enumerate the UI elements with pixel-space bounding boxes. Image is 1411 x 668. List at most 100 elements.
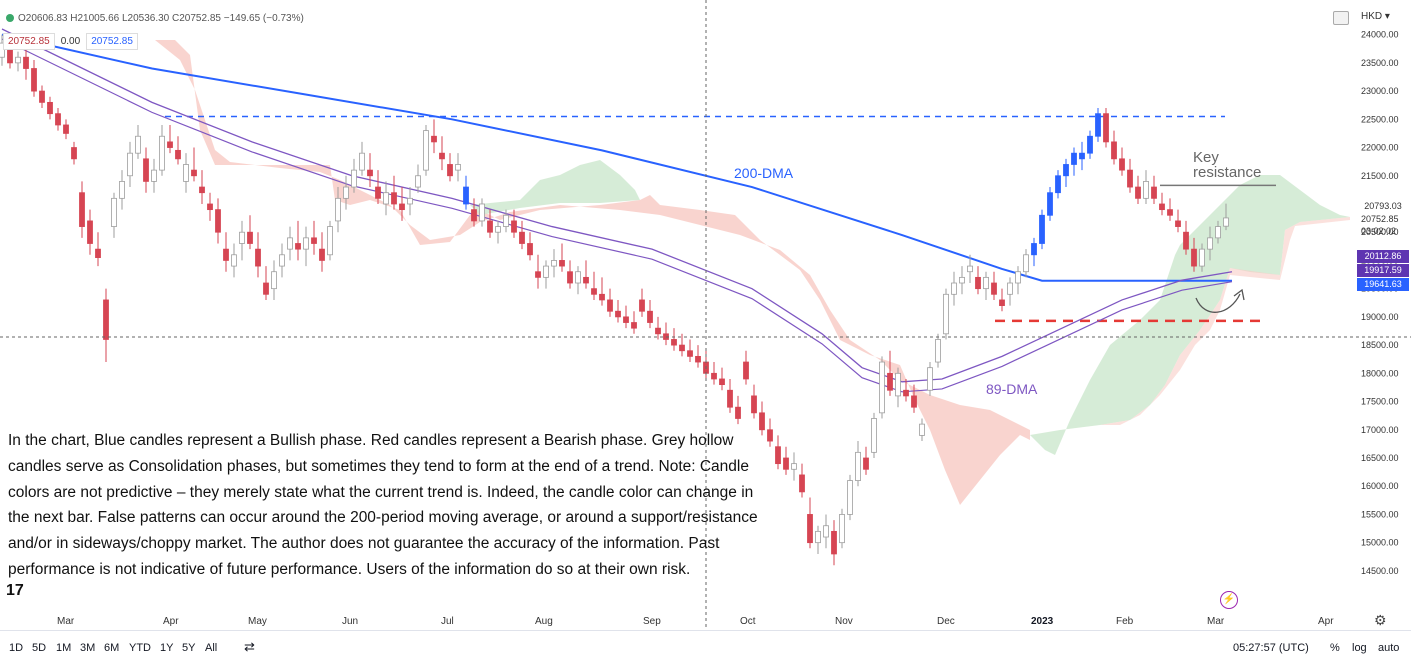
tf-ytd[interactable]: YTD <box>129 642 151 654</box>
candle-body <box>263 282 269 295</box>
candle-body <box>1087 135 1093 154</box>
price-chart[interactable]: 24000.00 23500.00 23000.00 22500.00 22000.00… <box>0 0 1411 630</box>
tf-5d[interactable]: 5D <box>32 642 47 654</box>
log-toggle[interactable]: log <box>1352 642 1367 654</box>
candle-body <box>151 169 157 182</box>
candle-body <box>583 276 589 284</box>
currency-select[interactable]: HKD ▾ <box>1361 11 1390 22</box>
candle-body <box>951 282 957 295</box>
candle-body <box>231 254 237 267</box>
candle-body <box>1167 209 1173 216</box>
candle-body <box>199 186 205 194</box>
candle-body <box>1159 203 1165 211</box>
percent-toggle[interactable]: % <box>1330 642 1340 654</box>
x-tick-label: Aug <box>535 616 553 627</box>
candle-body <box>1047 192 1053 216</box>
settings-gear-icon[interactable]: ⚙ <box>1374 612 1387 628</box>
y-tick-label: 23000.00 <box>1361 86 1399 96</box>
tf-6m[interactable]: 6M <box>104 642 120 654</box>
candle-body <box>1015 271 1021 284</box>
candle-body <box>71 147 77 160</box>
label-resistance: resistance <box>1193 164 1261 181</box>
candle-body <box>183 164 189 182</box>
candle-body <box>55 113 61 126</box>
tf-all[interactable]: All <box>205 642 218 654</box>
candle-body <box>15 56 21 64</box>
candle-body <box>647 310 653 323</box>
candle-body <box>687 350 693 357</box>
date-range-icon[interactable]: ⇄ <box>244 639 255 654</box>
y-tick-label: 14500.00 <box>1361 566 1399 576</box>
candle-body <box>671 339 677 346</box>
x-tick-label: Nov <box>835 616 853 627</box>
countdown-tag: 03:02:02 <box>1361 226 1397 236</box>
tf-1m[interactable]: 1M <box>56 642 72 654</box>
candle-body <box>799 474 805 493</box>
tf-1d[interactable]: 1D <box>9 642 24 654</box>
candle-body <box>95 248 101 259</box>
y-tick-label: 18000.00 <box>1361 368 1399 378</box>
candle-body <box>351 169 357 188</box>
candle-body <box>119 181 125 199</box>
candle-body <box>399 203 405 211</box>
candle-body <box>991 282 997 295</box>
candle-body <box>679 344 685 352</box>
candle-body <box>103 299 109 340</box>
sell-price-box[interactable]: 20752.85 <box>3 33 55 50</box>
y-tick-label: 17500.00 <box>1361 397 1399 407</box>
candle-body <box>1223 217 1229 227</box>
buy-price-box[interactable]: 20752.85 <box>86 33 138 50</box>
tf-3m[interactable]: 3M <box>80 642 96 654</box>
auto-toggle[interactable]: auto <box>1378 642 1400 654</box>
time-axis: Mar Apr May Jun Jul Aug Sep Oct Nov Dec 2023 Feb Mar… <box>57 616 1334 627</box>
cloud-bull-1 <box>470 160 640 215</box>
tf-1y[interactable]: 1Y <box>160 642 174 654</box>
candle-body <box>847 480 853 515</box>
candle-body <box>175 149 181 160</box>
candle-body <box>1183 231 1189 250</box>
candle-body <box>1215 226 1221 239</box>
y-tick-label: 16500.00 <box>1361 453 1399 463</box>
candle-body <box>367 169 373 177</box>
candle-body <box>1207 237 1213 250</box>
candle-body <box>719 378 725 386</box>
candle-body <box>903 389 909 397</box>
utc-clock[interactable]: 05:27:57 (UTC) <box>1233 642 1309 654</box>
candle-body <box>0 42 5 58</box>
candle-body <box>639 299 645 312</box>
moving-averages <box>1 28 1233 393</box>
disclaimer-note: In the chart, Blue candles represent a B… <box>8 432 758 578</box>
candle-body <box>495 226 501 233</box>
candle-body <box>543 265 549 278</box>
candle-body <box>247 231 253 244</box>
candle-body <box>159 135 165 171</box>
price-boxes: 20752.85 0.00 20752.85 <box>3 33 138 50</box>
candle-body <box>839 514 845 544</box>
tf-5y[interactable]: 5Y <box>182 642 196 654</box>
candle-body <box>711 372 717 380</box>
candle-body <box>1071 152 1077 165</box>
level-lines <box>165 115 1276 323</box>
candle-body <box>143 158 149 182</box>
candle-body <box>935 339 941 363</box>
candle-body <box>47 101 53 115</box>
curved-arrow-icon <box>1195 293 1241 313</box>
candle-body <box>463 186 469 205</box>
label-200dma: 200-DMA <box>734 165 794 181</box>
currency-label: HKD <box>1361 11 1383 22</box>
x-tick-label: Mar <box>1207 616 1225 627</box>
candle-body <box>127 152 133 177</box>
bolt-icon[interactable]: ⚡ <box>1220 591 1238 609</box>
candle-body <box>407 197 413 205</box>
x-tick-label: Oct <box>740 616 756 627</box>
candle-body <box>975 276 981 290</box>
candle-body <box>167 141 173 148</box>
candle-body <box>791 463 797 470</box>
candle-body <box>1111 141 1117 160</box>
candle-body <box>999 299 1005 306</box>
screenshot-icon[interactable] <box>1333 11 1349 25</box>
price-tag-89b: 19917.59 <box>1357 264 1409 277</box>
y-tick-label: 20500.00 <box>1361 227 1399 237</box>
candle-body <box>655 327 661 335</box>
candle-body <box>207 203 213 211</box>
